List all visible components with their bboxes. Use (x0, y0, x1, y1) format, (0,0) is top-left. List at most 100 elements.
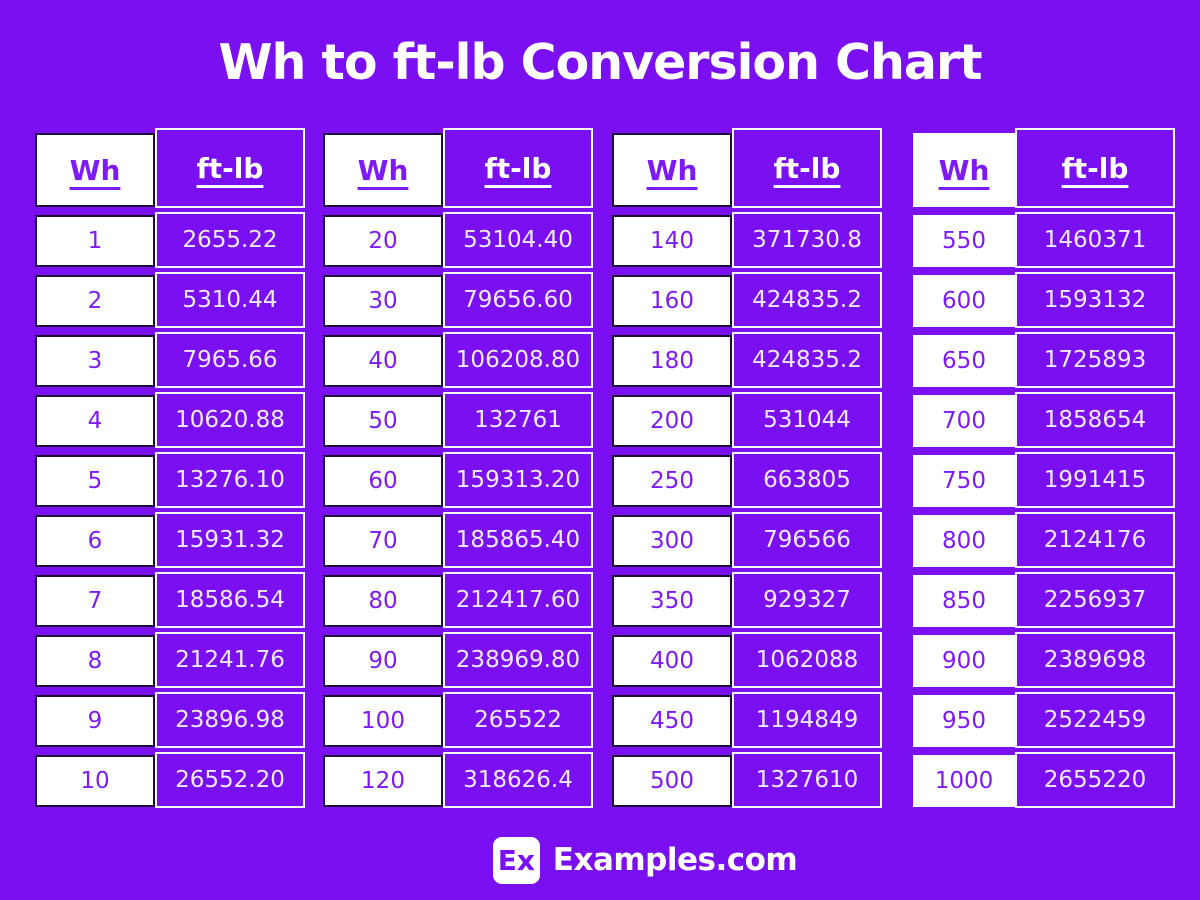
ftlb-header-label: ft-lb (773, 151, 841, 185)
wh-cell: 350 (612, 575, 732, 627)
ftlb-column: ft-lb 371730.8 424835.2 424835.2 531044 6638… (732, 128, 882, 812)
wh-cell: 20 (323, 215, 443, 267)
ftlb-cell: 15931.32 (155, 512, 305, 568)
wh-header-label: Wh (69, 153, 121, 187)
ftlb-cell: 318626.4 (443, 752, 593, 808)
ftlb-cell: 531044 (732, 392, 882, 448)
ftlb-cell: 159313.20 (443, 452, 593, 508)
wh-cell: 40 (323, 335, 443, 387)
ftlb-cell: 132761 (443, 392, 593, 448)
ftlb-cell: 1062088 (732, 632, 882, 688)
ftlb-cell: 424835.2 (732, 332, 882, 388)
ftlb-header-label: ft-lb (1061, 151, 1129, 185)
ftlb-cell: 1593132 (1015, 272, 1175, 328)
examples-logo-icon: Ex (492, 836, 540, 884)
wh-cell: 8 (35, 635, 155, 687)
wh-cell: 90 (323, 635, 443, 687)
ftlb-cell: 238969.80 (443, 632, 593, 688)
wh-cell: 6 (35, 515, 155, 567)
ftlb-cell: 7965.66 (155, 332, 305, 388)
ftlb-cell: 1858654 (1015, 392, 1175, 448)
wh-cell: 4 (35, 395, 155, 447)
ftlb-cell: 106208.80 (443, 332, 593, 388)
wh-column: Wh 550 600 650 700 750 800 850 900 950 1000 (913, 133, 1015, 815)
ftlb-cell: 2256937 (1015, 572, 1175, 628)
wh-cell: 7 (35, 575, 155, 627)
wh-cell: 250 (612, 455, 732, 507)
ftlb-cell: 26552.20 (155, 752, 305, 808)
footer-brand: Ex Examples.com (45, 836, 1200, 884)
ftlb-cell: 1460371 (1015, 212, 1175, 268)
ftlb-header-cell: ft-lb (155, 128, 305, 208)
wh-column: Wh 1 2 3 4 5 6 7 8 9 10 (35, 133, 155, 815)
ftlb-cell: 1327610 (732, 752, 882, 808)
wh-cell: 450 (612, 695, 732, 747)
wh-cell: 1 (35, 215, 155, 267)
wh-header-label: Wh (938, 153, 990, 187)
wh-cell: 80 (323, 575, 443, 627)
wh-cell: 400 (612, 635, 732, 687)
ftlb-cell: 53104.40 (443, 212, 593, 268)
ftlb-cell: 929327 (732, 572, 882, 628)
wh-header-cell: Wh (913, 133, 1015, 207)
wh-cell: 300 (612, 515, 732, 567)
wh-cell: 180 (612, 335, 732, 387)
wh-column: Wh 140 160 180 200 250 300 350 400 450 500 (612, 133, 732, 815)
ftlb-cell: 2655.22 (155, 212, 305, 268)
wh-cell: 50 (323, 395, 443, 447)
ftlb-header-label: ft-lb (196, 151, 264, 185)
wh-cell: 950 (913, 695, 1015, 747)
ftlb-column: ft-lb 53104.40 79656.60 106208.80 132761 159… (443, 128, 593, 812)
conversion-table-1: Wh 1 2 3 4 5 6 7 8 9 10 ft-lb 2655.22 5310.44 7965.… (35, 128, 305, 815)
wh-cell: 200 (612, 395, 732, 447)
footer-site-name: Examples.com (552, 842, 798, 878)
wh-cell: 2 (35, 275, 155, 327)
ftlb-header-label: ft-lb (484, 151, 552, 185)
ftlb-header-cell: ft-lb (732, 128, 882, 208)
ftlb-cell: 10620.88 (155, 392, 305, 448)
conversion-table-3: Wh 140 160 180 200 250 300 350 400 450 500 ft-lb … (612, 128, 882, 815)
wh-cell: 900 (913, 635, 1015, 687)
ftlb-cell: 13276.10 (155, 452, 305, 508)
ftlb-cell: 5310.44 (155, 272, 305, 328)
wh-cell: 700 (913, 395, 1015, 447)
wh-cell: 30 (323, 275, 443, 327)
wh-cell: 650 (913, 335, 1015, 387)
ftlb-cell: 796566 (732, 512, 882, 568)
ftlb-cell: 424835.2 (732, 272, 882, 328)
ftlb-header-cell: ft-lb (1015, 128, 1175, 208)
wh-cell: 3 (35, 335, 155, 387)
ftlb-column: ft-lb 1460371 1593132 1725893 1858654 199141… (1015, 128, 1175, 812)
ftlb-cell: 23896.98 (155, 692, 305, 748)
ftlb-cell: 2522459 (1015, 692, 1175, 748)
wh-cell: 9 (35, 695, 155, 747)
wh-cell: 5 (35, 455, 155, 507)
wh-cell: 60 (323, 455, 443, 507)
ftlb-cell: 371730.8 (732, 212, 882, 268)
wh-cell: 160 (612, 275, 732, 327)
wh-header-label: Wh (357, 153, 409, 187)
page-title: Wh to ft-lb Conversion Chart (218, 34, 982, 91)
wh-cell: 1000 (913, 755, 1015, 807)
ftlb-cell: 1991415 (1015, 452, 1175, 508)
ftlb-cell: 2655220 (1015, 752, 1175, 808)
wh-cell: 100 (323, 695, 443, 747)
ftlb-cell: 663805 (732, 452, 882, 508)
ftlb-cell: 79656.60 (443, 272, 593, 328)
wh-cell: 600 (913, 275, 1015, 327)
conversion-table-4: Wh 550 600 650 700 750 800 850 900 950 1000 ft-lb… (913, 128, 1183, 815)
wh-column: Wh 20 30 40 50 60 70 80 90 100 120 (323, 133, 443, 815)
wh-cell: 550 (913, 215, 1015, 267)
wh-cell: 70 (323, 515, 443, 567)
conversion-table-2: Wh 20 30 40 50 60 70 80 90 100 120 ft-lb 53104.40… (323, 128, 593, 815)
ftlb-cell: 1725893 (1015, 332, 1175, 388)
wh-header-cell: Wh (35, 133, 155, 207)
wh-cell: 10 (35, 755, 155, 807)
wh-cell: 750 (913, 455, 1015, 507)
ftlb-header-cell: ft-lb (443, 128, 593, 208)
ftlb-cell: 1194849 (732, 692, 882, 748)
wh-header-cell: Wh (323, 133, 443, 207)
ftlb-column: ft-lb 2655.22 5310.44 7965.66 10620.88 13276… (155, 128, 305, 812)
ftlb-cell: 18586.54 (155, 572, 305, 628)
